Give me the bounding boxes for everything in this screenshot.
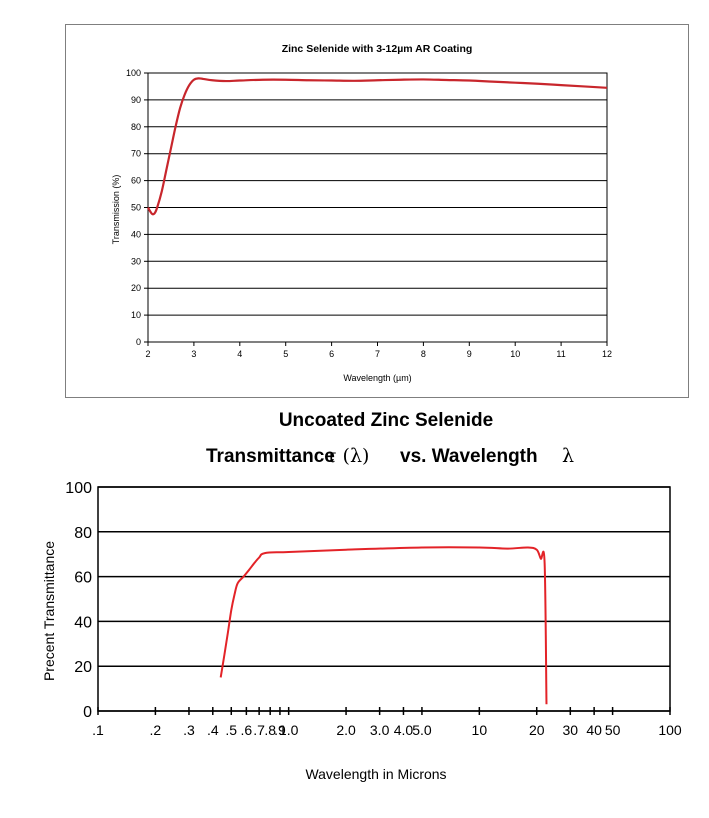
- chart2-x-tick-label: 10: [472, 722, 488, 738]
- chart2-x-tick-label: 1.0: [279, 722, 299, 738]
- chart2-x-tick-label: .1: [92, 722, 104, 738]
- chart1-y-tick-label: 70: [131, 149, 141, 159]
- chart2-x-axis-label: Wavelength in Microns: [305, 766, 446, 782]
- chart2-y-tick-label: 40: [74, 614, 92, 631]
- chart2-title: Uncoated Zinc Selenide: [279, 410, 493, 431]
- chart2-subtitle-part: vs. Wavelength: [400, 446, 538, 467]
- chart2-x-tick-label: .7: [253, 722, 265, 738]
- chart2-y-tick-label: 80: [74, 525, 92, 542]
- chart1-y-tick-label: 20: [131, 283, 141, 293]
- chart2-x-tick-label: .8: [264, 722, 276, 738]
- chart2-x-tick-label: 5.0: [412, 722, 432, 738]
- chart1-x-tick-label: 7: [375, 349, 380, 359]
- chart1-y-tick-label: 100: [126, 68, 141, 78]
- chart2-x-tick-label: 4.0: [394, 722, 414, 738]
- chart2-x-tick-label: .3: [183, 722, 195, 738]
- chart1-y-tick-label: 90: [131, 95, 141, 105]
- chart1-y-tick-label: 60: [131, 176, 141, 186]
- chart1-y-tick-label: 10: [131, 310, 141, 320]
- chart2-subtitle-symbol: τ (λ): [326, 445, 369, 467]
- chart2-x-tick-label: .6: [241, 722, 253, 738]
- chart1-x-axis-label: Wavelength (µm): [343, 373, 411, 383]
- chart2-series-line: [219, 546, 548, 705]
- chart1-x-tick-label: 5: [283, 349, 288, 359]
- chart1-x-tick-label: 2: [145, 349, 150, 359]
- chart1-x-tick-label: 12: [602, 349, 612, 359]
- chart1-x-tick-label: 4: [237, 349, 242, 359]
- chart2-y-tick-label: 60: [74, 570, 92, 587]
- chart1-x-tick-label: 10: [510, 349, 520, 359]
- chart2-subtitle-part: Transmittance: [206, 446, 335, 467]
- chart1-x-tick-label: 3: [191, 349, 196, 359]
- chart2-subtitle-symbol: λ: [562, 445, 574, 467]
- chart2-x-tick-label: 3.0: [370, 722, 390, 738]
- chart2-x-tick-label: 20: [529, 722, 545, 738]
- chart2-x-tick-label: 100: [658, 722, 682, 738]
- chart1-x-tick-label: 8: [421, 349, 426, 359]
- chart2-x-tick-label: 50: [605, 722, 621, 738]
- chart1-y-tick-label: 50: [131, 203, 141, 213]
- chart2-x-tick-label: 40: [586, 722, 602, 738]
- chart2-y-axis-label: Precent Transmittance: [41, 541, 57, 681]
- chart2-x-tick-label: .9: [274, 722, 286, 738]
- chart2-x-tick-label: 2.0: [336, 722, 356, 738]
- chart2-y-tick-label: 100: [65, 480, 92, 497]
- chart1-series-line: [147, 77, 608, 216]
- chart1-x-tick-label: 9: [467, 349, 472, 359]
- chart1-y-axis-label: Transmission (%): [111, 175, 121, 245]
- chart2-y-tick-label: 0: [83, 704, 92, 721]
- chart2-y-tick-label: 20: [74, 659, 92, 676]
- chart1-y-tick-label: 0: [136, 337, 141, 347]
- chart1-x-tick-label: 11: [556, 349, 565, 359]
- chart2-x-tick-label: .5: [225, 722, 237, 738]
- chart1-y-tick-label: 40: [131, 229, 141, 239]
- chart1-title: Zinc Selenide with 3-12µm AR Coating: [282, 43, 473, 55]
- chart2-x-tick-label: 30: [563, 722, 579, 738]
- chart1-y-tick-label: 30: [131, 256, 141, 266]
- chart2-x-tick-label: .4: [207, 722, 219, 738]
- chart2-plot-border: [97, 486, 671, 712]
- chart1-y-tick-label: 80: [131, 122, 141, 132]
- chart1-x-tick-label: 6: [329, 349, 334, 359]
- chart2-x-tick-label: .2: [150, 722, 162, 738]
